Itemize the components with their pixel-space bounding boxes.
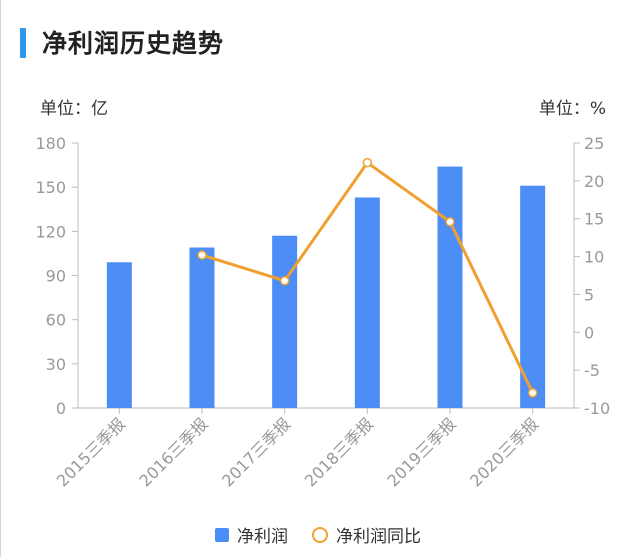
left-tick-label: 60: [46, 311, 66, 330]
point-net-profit-yoy: [362, 157, 373, 168]
chart-title: 净利润历史趋势: [42, 29, 225, 58]
bar-net-profit: [354, 197, 380, 408]
x-tick-label: 2015三季报: [53, 414, 129, 490]
right-tick-label: -10: [584, 399, 610, 418]
point-net-profit-yoy: [445, 216, 455, 227]
legend-item-net-profit[interactable]: 净利润: [215, 522, 288, 547]
legend-label-net-profit: 净利润: [237, 527, 288, 547]
bar-net-profit: [272, 235, 298, 408]
x-tick-label: 2016三季报: [135, 414, 211, 490]
x-tick-label: 2017三季报: [218, 414, 294, 490]
card-edge: [0, 0, 1, 557]
right-tick-label: 20: [584, 172, 604, 191]
right-tick-label: 10: [584, 248, 604, 267]
legend: 净利润 净利润同比: [0, 522, 640, 547]
legend-item-net-profit-yoy[interactable]: 净利润同比: [312, 522, 421, 547]
bar-net-profit: [189, 247, 215, 408]
x-tick-label: 2018三季报: [301, 414, 377, 490]
right-tick-label: 15: [584, 210, 604, 229]
right-tick-label: 0: [584, 323, 594, 342]
left-tick-label: 180: [35, 134, 66, 153]
point-net-profit-yoy: [527, 388, 538, 398]
right-tick-label: 25: [584, 134, 604, 153]
point-net-profit-yoy: [279, 276, 290, 286]
left-unit-label: 单位：亿: [40, 99, 108, 119]
left-tick-label: 120: [35, 222, 66, 241]
right-tick-label: -5: [584, 361, 600, 380]
left-tick-label: 90: [46, 267, 66, 286]
left-tick-label: 30: [46, 355, 66, 374]
title-accent-bar: [20, 28, 26, 58]
legend-label-net-profit-yoy: 净利润同比: [336, 527, 421, 547]
legend-line-swatch: [312, 526, 328, 543]
legend-bar-swatch: [215, 527, 229, 542]
right-unit-label: 单位：%: [538, 99, 606, 119]
bar-net-profit: [106, 262, 132, 408]
right-tick-label: 5: [584, 285, 594, 304]
x-tick-label: 2019三季报: [383, 414, 459, 490]
x-tick-label: 2020三季报: [466, 414, 542, 490]
bar-net-profit: [520, 185, 546, 408]
bar-net-profit: [437, 166, 463, 408]
left-tick-label: 0: [56, 399, 66, 418]
point-net-profit-yoy: [197, 250, 207, 260]
left-tick-label: 150: [35, 178, 66, 197]
